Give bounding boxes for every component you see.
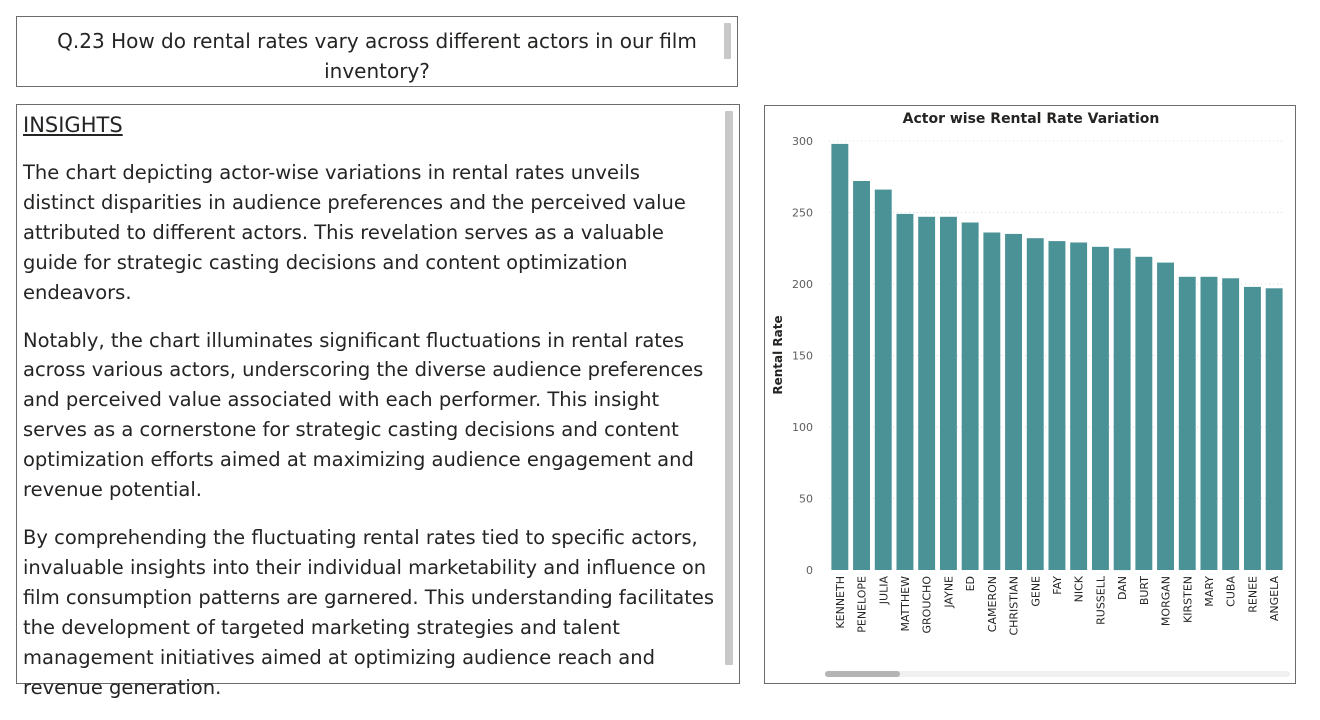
bar-jayne[interactable] [940, 216, 957, 571]
chart-title: Actor wise Rental Rate Variation [903, 111, 1160, 127]
bar-mary[interactable] [1200, 276, 1218, 570]
bar-kenneth[interactable] [831, 143, 849, 570]
x-tick-label: GROUCHO [921, 576, 934, 634]
x-tick-label: KENNETH [834, 576, 847, 629]
x-tick-label: ANGELA [1268, 576, 1281, 622]
insights-content: INSIGHTS The chart depicting actor-wise … [23, 111, 715, 720]
x-tick-label: FAY [1051, 576, 1064, 595]
x-tick-label: MORGAN [1160, 576, 1173, 626]
bar-dan[interactable] [1113, 248, 1131, 571]
x-tick-label: JULIA [877, 576, 890, 606]
bar-matthew[interactable] [896, 213, 914, 570]
x-tick-label: ED [964, 576, 977, 591]
x-tick-label: NICK [1073, 575, 1086, 602]
bars [831, 143, 1283, 571]
insights-paragraph-2: Notably, the chart illuminates significa… [23, 328, 704, 502]
x-tick-label: GENE [1029, 576, 1042, 607]
x-tick-label: MATTHEW [899, 576, 912, 632]
y-tick-label: 150 [792, 350, 813, 363]
chart-panel: Actor wise Rental Rate Variation Rental … [764, 105, 1296, 684]
chart-horizontal-scrollbar[interactable] [825, 671, 1290, 677]
insights-box: INSIGHTS The chart depicting actor-wise … [16, 104, 740, 699]
question-text: Q.23 How do rental rates vary across dif… [57, 29, 697, 83]
question-box: Q.23 How do rental rates vary across dif… [16, 16, 738, 87]
bar-groucho[interactable] [918, 216, 936, 571]
y-tick-label: 300 [792, 135, 813, 148]
bar-penelope[interactable] [853, 181, 870, 570]
x-axis-categories: KENNETH PENELOPE JULIA MATTHEW GROUCHO JAYNE E… [834, 575, 1281, 635]
bar-christian[interactable] [1005, 233, 1022, 570]
bar-russell[interactable] [1092, 246, 1109, 571]
bar-nick[interactable] [1070, 242, 1088, 571]
x-tick-label: DAN [1116, 576, 1129, 600]
x-tick-label: CHRISTIAN [1008, 576, 1021, 636]
bar-kirsten[interactable] [1178, 276, 1196, 570]
x-tick-label: PENELOPE [856, 576, 869, 633]
bar-cameron[interactable] [983, 232, 1001, 571]
y-axis-ticks: 0 50 100 150 200 250 300 [792, 135, 813, 577]
x-tick-label: BURT [1138, 576, 1151, 605]
bar-burt[interactable] [1135, 256, 1153, 570]
x-tick-label: CUBA [1225, 576, 1238, 607]
insights-scrollbar[interactable] [725, 111, 733, 665]
x-tick-label: RUSSELL [1094, 575, 1107, 625]
y-tick-label: 200 [792, 278, 813, 291]
bar-angela[interactable] [1265, 288, 1283, 570]
x-tick-label: JAYNE [942, 576, 955, 609]
y-tick-label: 100 [792, 421, 813, 434]
bar-julia[interactable] [874, 189, 892, 570]
insights-paragraph-3: By comprehending the fluctuating rental … [23, 525, 714, 699]
y-tick-label: 50 [799, 493, 813, 506]
chart-scrollbar-thumb[interactable] [825, 671, 900, 677]
bar-gene[interactable] [1026, 238, 1044, 570]
y-axis-label: Rental Rate [771, 315, 785, 394]
insights-paragraph-1: The chart depicting actor-wise variation… [23, 161, 686, 304]
bar-morgan[interactable] [1157, 262, 1174, 570]
question-scrollbar[interactable] [724, 23, 731, 59]
y-tick-label: 0 [806, 564, 813, 577]
bar-renee[interactable] [1244, 286, 1261, 570]
x-tick-label: MARY [1203, 576, 1216, 607]
x-tick-label: CAMERON [986, 576, 999, 632]
bar-chart: Actor wise Rental Rate Variation Rental … [771, 111, 1285, 636]
insights-heading: INSIGHTS [23, 113, 123, 137]
x-tick-label: KIRSTEN [1181, 576, 1194, 623]
bar-fay[interactable] [1048, 241, 1066, 570]
y-tick-label: 250 [792, 207, 813, 220]
x-tick-label: RENEE [1246, 576, 1259, 613]
bar-ed[interactable] [961, 222, 979, 571]
bar-cuba[interactable] [1222, 278, 1240, 570]
